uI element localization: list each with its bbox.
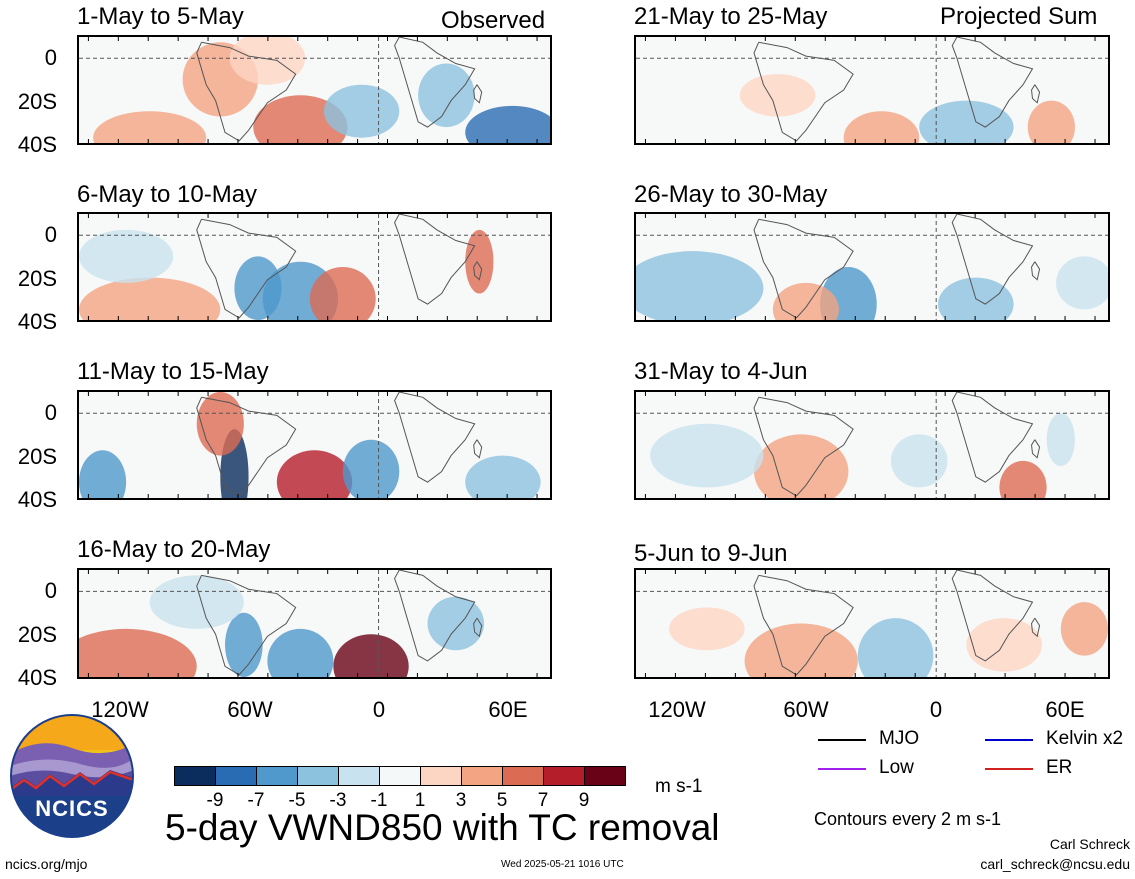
observed-label: Observed (441, 7, 546, 34)
panel-title-right-1: 21-May to 25-May (634, 3, 828, 30)
colorbar-swatch (543, 766, 585, 786)
panel-title-left-1: 1-May to 5-May (77, 3, 244, 30)
colorbar-swatch (461, 766, 503, 786)
panel-title-right-3: 31-May to 4-Jun (634, 358, 808, 385)
lat-label: 40S (17, 487, 57, 512)
lat-label: 40S (17, 132, 57, 157)
map-panel-left-4 (77, 568, 552, 679)
projected-label: Projected Sum (940, 3, 1098, 30)
legend-label-low: Low (879, 757, 914, 778)
lat-label: 0 (44, 222, 57, 247)
legend-line-kelvin (985, 739, 1033, 741)
map-panel-left-2 (77, 212, 552, 322)
ncics-logo: NCICS (10, 714, 134, 838)
colorbar-label: -9 (206, 790, 224, 811)
colorbar-swatch (215, 766, 257, 786)
lat-label: 40S (17, 309, 57, 334)
contours-note: Contours every 2 m s-1 (814, 809, 1002, 829)
lon-label: 60E (1045, 697, 1085, 722)
colorbar-swatch (174, 766, 216, 786)
map-panel-right-4 (634, 568, 1110, 679)
colorbar-swatch (256, 766, 298, 786)
main-title: 5-day VWND850 with TC removal (165, 807, 720, 848)
colorbar-swatch (420, 766, 462, 786)
lon-label: 60W (783, 697, 829, 722)
colorbar-swatch (338, 766, 380, 786)
panel-title-left-4: 16-May to 20-May (77, 536, 271, 563)
logo-text: NCICS (35, 796, 109, 821)
colorbar-label: 1 (414, 790, 426, 811)
lon-label: 0 (929, 697, 943, 722)
lat-label: 0 (44, 400, 57, 425)
legend-label-er: ER (1046, 757, 1073, 778)
map-panel-right-2 (634, 212, 1110, 322)
footer-email[interactable]: carl_schreck@ncsu.edu (980, 856, 1130, 872)
panel-title-left-3: 11-May to 15-May (77, 358, 269, 385)
legend-label-mjo: MJO (879, 728, 920, 749)
map-panel-right-1 (634, 35, 1110, 145)
colorbar-units: m s-1 (655, 776, 703, 797)
lon-label: 120W (91, 697, 149, 722)
colorbar-label: 9 (578, 790, 590, 811)
footer-url[interactable]: ncics.org/mjo (5, 856, 88, 872)
lat-label: 0 (44, 45, 57, 70)
lon-label: 60E (488, 697, 528, 722)
lon-label: 60W (227, 697, 273, 722)
colorbar-swatch (584, 766, 626, 786)
colorbar-label: -7 (247, 790, 265, 811)
legend-line-low (818, 768, 866, 770)
colorbar-label: 3 (455, 790, 467, 811)
colorbar-label: 5 (496, 790, 508, 811)
map-panel-right-3 (634, 390, 1110, 500)
panel-title-right-4: 5-Jun to 9-Jun (634, 540, 788, 567)
map-panel-left-1 (77, 35, 552, 145)
panel-title-left-2: 6-May to 10-May (77, 181, 258, 208)
colorbar-label: -3 (329, 790, 347, 811)
lat-label: 20S (17, 444, 57, 469)
colorbar-swatch (297, 766, 339, 786)
lat-label: 0 (44, 578, 57, 603)
panel-title-right-2: 26-May to 30-May (634, 181, 828, 208)
lat-label: 20S (17, 622, 57, 647)
legend-line-mjo (818, 739, 866, 741)
legend-label-kelvin: Kelvin x2 (1046, 728, 1124, 749)
colorbar-label: -1 (370, 790, 388, 811)
map-panel-left-3 (77, 390, 552, 500)
footer-timestamp: Wed 2025-05-21 1016 UTC (501, 859, 624, 870)
colorbar-label: -5 (288, 790, 306, 811)
lat-label: 20S (17, 266, 57, 291)
lat-label: 20S (17, 89, 57, 114)
lat-label: 40S (17, 665, 57, 690)
legend-line-er (985, 768, 1033, 770)
colorbar-label: 7 (537, 790, 549, 811)
colorbar-swatch (379, 766, 421, 786)
lon-label: 0 (372, 697, 386, 722)
lon-label: 120W (648, 697, 706, 722)
colorbar-swatch (502, 766, 544, 786)
footer-author: Carl Schreck (1049, 836, 1130, 852)
